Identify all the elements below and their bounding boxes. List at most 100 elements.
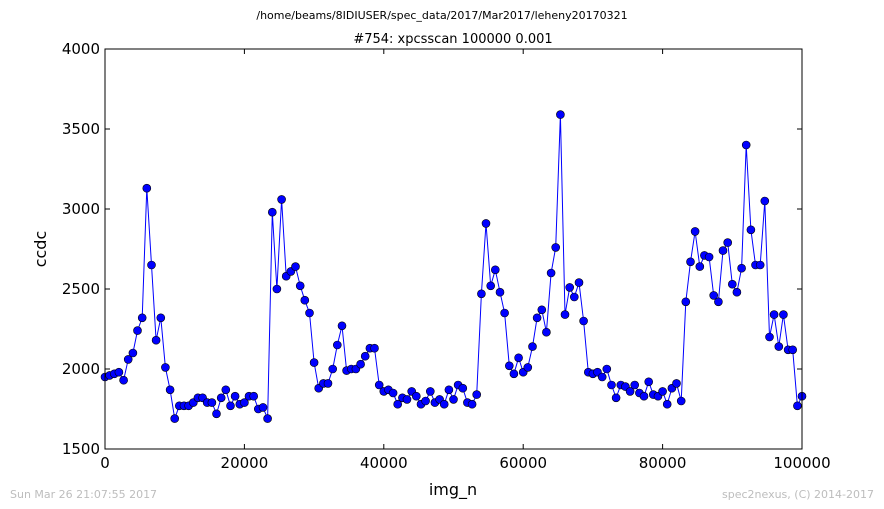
data-point [240,398,249,407]
data-point [207,398,217,407]
data-point [788,345,798,355]
data-point [560,310,570,319]
data-point [732,287,742,297]
data-point [523,363,533,372]
data-point [337,321,347,331]
data-point [291,262,300,271]
data-point [769,310,779,319]
data-point [662,399,672,409]
data-point [151,335,161,345]
data-point [579,316,588,326]
data-point [714,297,723,307]
data-point [477,289,486,299]
data-point [142,183,152,193]
data-point [723,238,733,247]
data-point [119,375,128,385]
data-point [681,297,691,307]
data-point [425,387,435,396]
data-point [277,195,286,204]
data-point [161,363,170,372]
data-point [114,367,124,377]
data-point [128,348,138,358]
data-point [123,355,133,364]
y-tick-label: 2500 [62,280,100,298]
x-tick-label: 40000 [360,454,408,472]
data-point [727,279,737,289]
data-point [495,287,505,297]
footer-credit: spec2nexus, (C) 2014-2017 [722,488,874,501]
x-tick-label: 80000 [639,454,687,472]
data-point [658,387,667,396]
data-point [704,252,714,262]
data-point [672,379,681,388]
data-point [686,257,695,267]
data-point [755,260,765,270]
data-point [133,326,142,335]
data-point [263,414,272,423]
chart-title: #754: xpcsscan 100000 0.001 [353,32,552,47]
data-point [374,380,384,390]
data-point [332,340,342,350]
data-point [504,361,514,371]
data-point [249,391,258,401]
data-point [137,313,147,323]
data-point [760,196,770,206]
y-tick-label: 3500 [62,120,100,138]
footer-timestamp: Sun Mar 26 21:07:55 2017 [10,488,158,501]
data-point [500,308,509,318]
data-point [328,364,338,374]
data-point [449,395,458,404]
data-point [216,393,226,403]
data-point [258,403,268,412]
x-axis-label: img_n [429,480,477,500]
data-point [411,391,421,401]
x-tick-label: 20000 [221,454,269,472]
y-tick-label: 3000 [62,200,100,218]
data-point [147,260,156,270]
data-point [170,414,179,423]
data-point [212,409,221,419]
data-point [226,401,235,411]
data-point [509,369,519,379]
data-point [597,372,607,382]
data-point [676,396,686,406]
data-point [546,268,556,278]
data-point [602,364,612,374]
data-point [709,291,719,300]
y-tick-label: 2000 [62,360,100,378]
data-point [644,377,654,387]
data-point [793,401,802,411]
data-point [569,292,579,302]
data-point [267,207,277,217]
data-point [690,227,700,236]
data-point [737,263,746,273]
data-point [537,305,547,315]
data-point [486,281,496,291]
data-point [356,359,365,369]
y-tick-label: 1500 [62,440,100,458]
data-point [625,387,635,396]
data-point [556,110,565,119]
data-point [360,351,370,361]
x-tick-label: 0 [100,454,110,472]
data-point [741,140,751,150]
data-point [370,343,379,353]
series-layer [100,110,807,423]
data-point [695,262,705,271]
plot-frame [104,48,803,450]
data-point [458,383,468,393]
data-point [765,332,774,342]
data-point [639,391,649,401]
data-point [574,278,584,287]
data-point [532,313,542,323]
x-tick-label: 60000 [499,454,547,472]
data-point [388,388,398,398]
data-point [393,399,403,409]
data-point [630,380,640,390]
data-point [746,225,756,235]
data-point [323,379,333,388]
data-point [481,219,491,228]
data-point [467,399,477,409]
data-point [551,243,561,252]
supertitle: /home/beams/8IDIUSER/spec_data/2017/Mar2… [256,9,628,22]
